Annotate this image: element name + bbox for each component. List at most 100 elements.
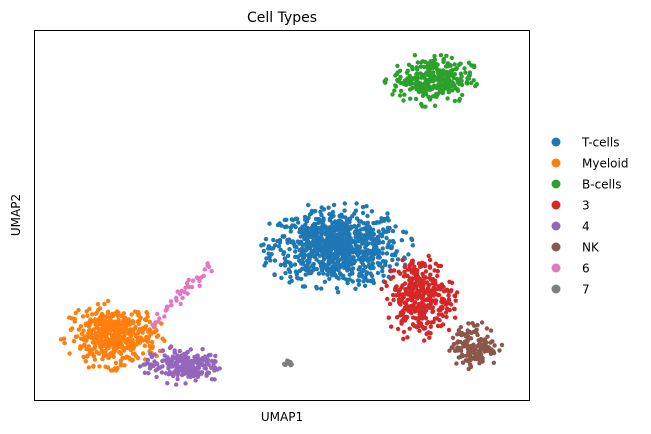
- point: [390, 257, 395, 263]
- legend-marker: [551, 221, 561, 231]
- point: [421, 274, 426, 279]
- point: [365, 248, 371, 254]
- point: [317, 259, 322, 265]
- point: [335, 251, 341, 256]
- point: [473, 328, 478, 334]
- point: [177, 348, 182, 354]
- point: [389, 245, 394, 251]
- point: [287, 237, 292, 242]
- point: [175, 376, 180, 382]
- point: [288, 274, 293, 280]
- point: [331, 202, 337, 208]
- point: [164, 307, 169, 312]
- point: [209, 365, 214, 370]
- point: [417, 328, 422, 333]
- point: [446, 293, 451, 298]
- point: [386, 229, 391, 234]
- point: [183, 381, 188, 386]
- point: [169, 372, 175, 377]
- point: [363, 239, 368, 244]
- point: [175, 353, 180, 359]
- point: [340, 256, 345, 261]
- point: [104, 339, 109, 344]
- point: [347, 277, 352, 282]
- point: [417, 316, 422, 321]
- point: [177, 291, 183, 297]
- point: [477, 348, 482, 354]
- point: [89, 332, 94, 337]
- point: [459, 330, 465, 336]
- point: [475, 332, 480, 338]
- point: [414, 275, 419, 281]
- point: [383, 262, 388, 268]
- point: [416, 323, 421, 328]
- point: [71, 339, 77, 344]
- point: [325, 229, 330, 235]
- point: [467, 362, 473, 367]
- point: [319, 286, 324, 291]
- point: [336, 247, 341, 252]
- series-b-cells: [382, 53, 479, 109]
- point: [457, 96, 462, 102]
- point: [293, 224, 298, 230]
- point: [165, 381, 170, 386]
- chart-title: Cell Types: [247, 10, 317, 26]
- point: [211, 362, 216, 367]
- point: [197, 278, 202, 284]
- point: [78, 346, 83, 351]
- point: [395, 326, 401, 332]
- point: [83, 359, 89, 364]
- plot-frame: [34, 30, 530, 401]
- point: [374, 220, 380, 225]
- point: [199, 358, 205, 363]
- point: [387, 301, 393, 307]
- point: [345, 237, 350, 242]
- point: [160, 358, 165, 364]
- point: [168, 299, 174, 304]
- point: [428, 277, 434, 282]
- point: [400, 257, 405, 263]
- point: [282, 256, 288, 261]
- point: [452, 306, 457, 312]
- point: [115, 313, 120, 318]
- point: [391, 240, 396, 245]
- point: [476, 355, 481, 360]
- point: [465, 76, 470, 81]
- series-4: [137, 344, 222, 387]
- point: [327, 211, 332, 217]
- point: [422, 338, 427, 343]
- point: [330, 268, 336, 274]
- point: [113, 325, 118, 330]
- point: [141, 338, 146, 343]
- point: [330, 209, 336, 215]
- point: [183, 370, 189, 376]
- point: [127, 355, 132, 360]
- point: [442, 77, 447, 83]
- point: [193, 378, 198, 383]
- point: [421, 278, 426, 283]
- point: [452, 98, 458, 104]
- legend-label: NK: [582, 241, 600, 255]
- point: [175, 372, 180, 378]
- point: [486, 345, 491, 350]
- point: [142, 370, 148, 375]
- point: [405, 297, 410, 303]
- point: [455, 88, 461, 93]
- point: [73, 310, 79, 316]
- point: [79, 331, 85, 336]
- point: [436, 307, 441, 313]
- point: [190, 364, 196, 370]
- point: [194, 371, 199, 376]
- point: [334, 275, 339, 280]
- point: [419, 264, 424, 269]
- point: [76, 307, 81, 313]
- point: [465, 346, 471, 351]
- point: [174, 382, 179, 387]
- point: [497, 348, 502, 353]
- point: [112, 332, 117, 337]
- point: [170, 364, 176, 369]
- point: [353, 229, 358, 234]
- point: [419, 295, 424, 300]
- point: [398, 80, 403, 86]
- point: [75, 334, 80, 339]
